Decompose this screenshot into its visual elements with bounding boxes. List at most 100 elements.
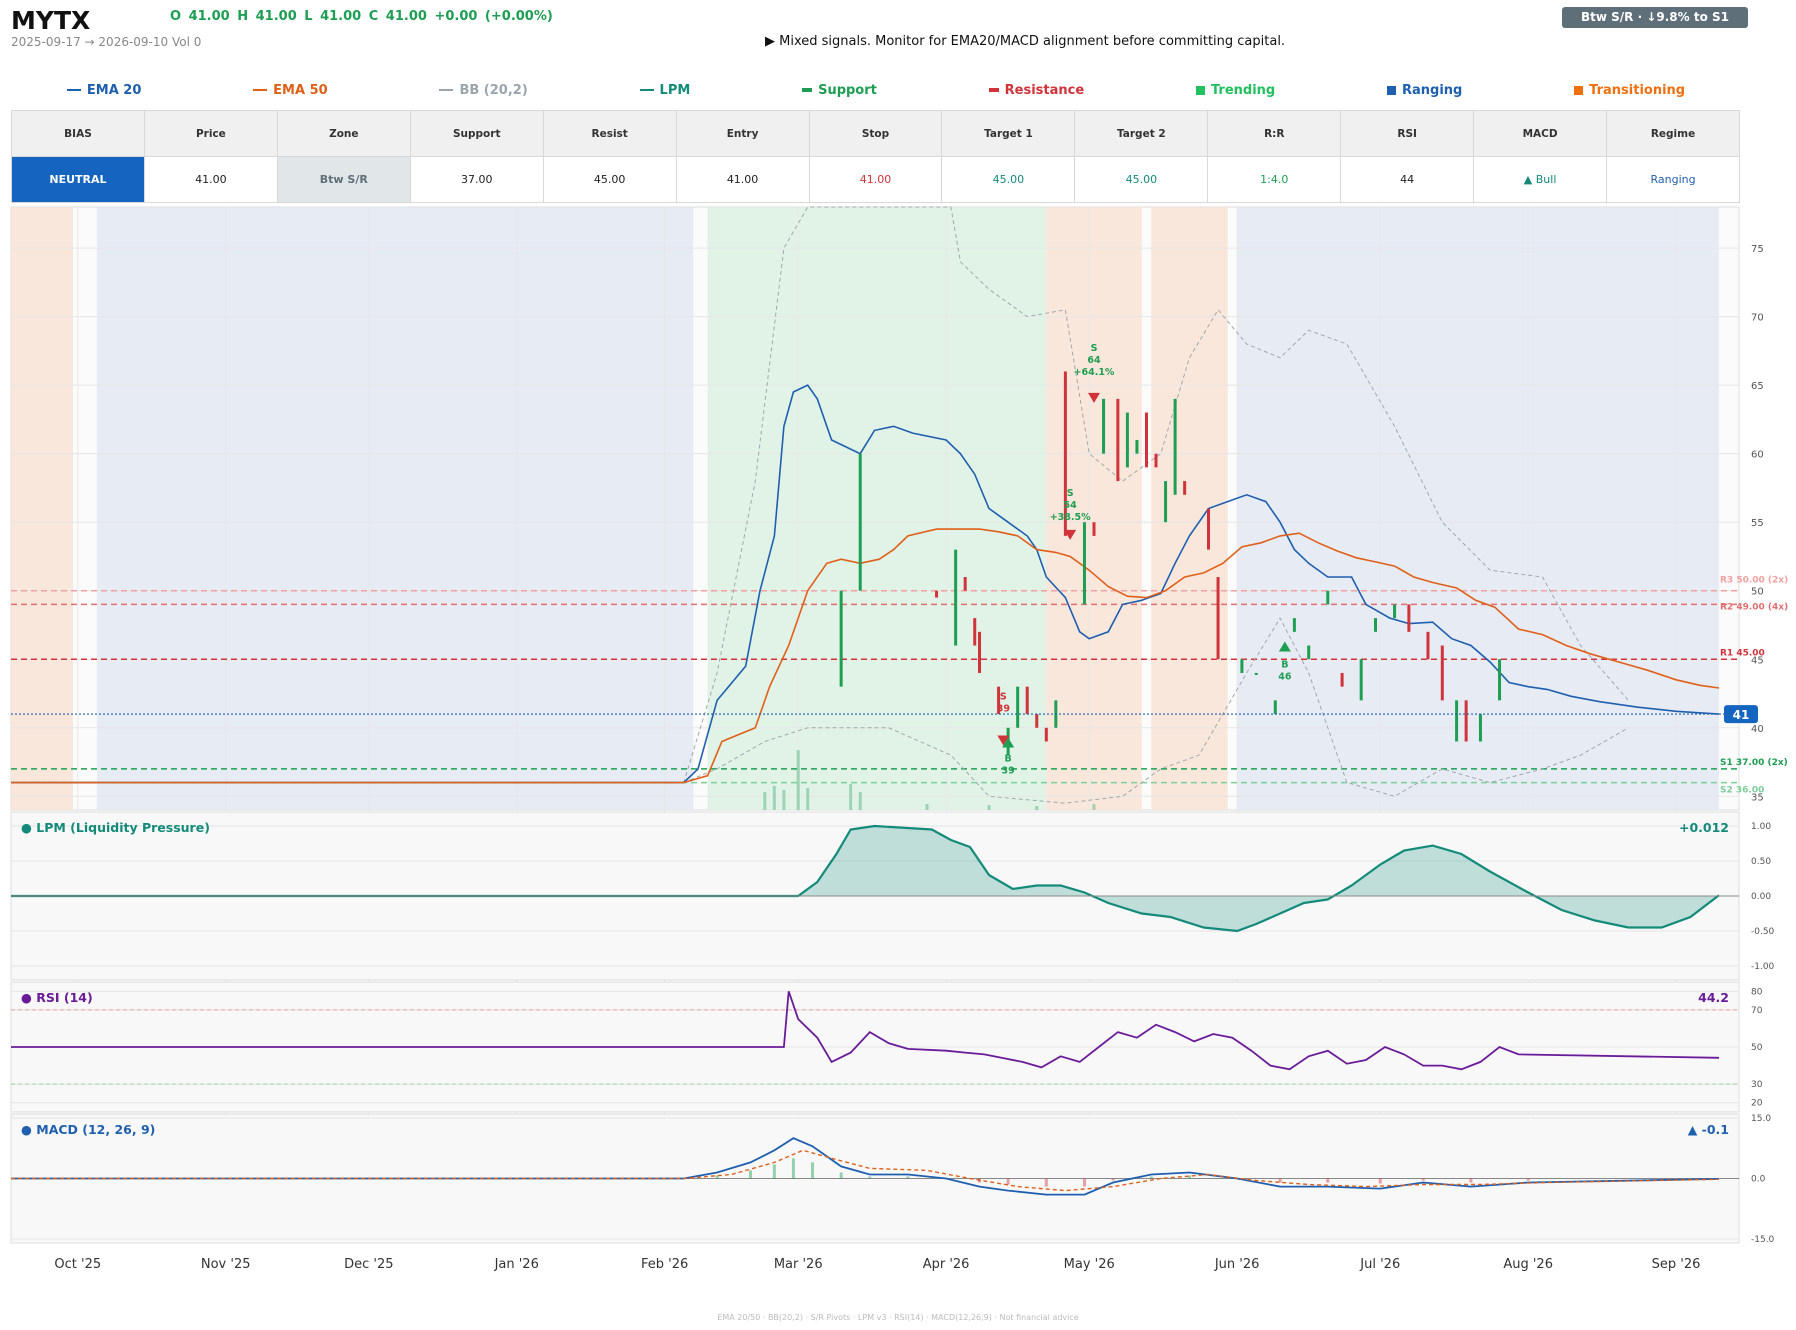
legend-label: LPM xyxy=(659,82,691,98)
table-header-cell: Zone xyxy=(276,110,411,157)
legend-item-resistance: Resistance xyxy=(988,83,1084,98)
macd-histogram-bar xyxy=(1082,1178,1086,1187)
regime-band xyxy=(11,207,74,810)
ema50-line xyxy=(11,528,1720,784)
x-tick-label: Jan '26 xyxy=(494,1257,539,1272)
x-tick-label: Nov '25 xyxy=(201,1257,251,1272)
price-candle xyxy=(1240,659,1244,673)
level-label: S1 37.00 (2x) xyxy=(1720,758,1788,768)
price-candle xyxy=(1183,481,1187,495)
legend-item-ema-50: EMA 50 xyxy=(253,83,328,98)
legend-item-trending: Trending xyxy=(1195,83,1275,98)
price-candle xyxy=(1393,604,1397,619)
volume-bar xyxy=(782,790,786,810)
table-value-cell: 41.00 xyxy=(675,156,810,203)
legend-item-bb-20-2: BB (20,2) xyxy=(439,82,528,98)
ema20-line xyxy=(11,384,1720,784)
x-tick-label: Feb '26 xyxy=(641,1257,688,1272)
zone-badge: Btw S/R · ↓9.8% to S1 xyxy=(1562,7,1748,28)
y-tick-label: -1.00 xyxy=(1751,962,1775,972)
price-candle xyxy=(973,618,977,646)
table-header-cell: BIAS xyxy=(11,110,145,157)
y-tick-label: 70 xyxy=(1751,313,1764,324)
macd-histogram-bar xyxy=(1469,1178,1473,1183)
legend-label: EMA 50 xyxy=(273,82,328,98)
y-tick-label: -15.0 xyxy=(1751,1235,1775,1245)
price-candle xyxy=(1035,714,1039,728)
y-tick-label: 0.00 xyxy=(1751,892,1771,902)
y-tick-label: 65 xyxy=(1751,381,1764,392)
x-tick-label: Jul '26 xyxy=(1359,1257,1400,1272)
table-value-cell: Ranging xyxy=(1606,156,1740,203)
x-tick-label: Jun '26 xyxy=(1214,1257,1260,1272)
price-candle xyxy=(1102,398,1106,454)
y-tick-label: 50 xyxy=(1751,1043,1763,1053)
y-tick-label: 75 xyxy=(1751,244,1764,255)
macd-line xyxy=(11,1137,1720,1196)
legend-label: Support xyxy=(818,82,877,98)
trade-marker-label: S xyxy=(1091,343,1098,354)
ticker-symbol: MYTX xyxy=(11,6,91,35)
panel-title: ● LPM (Liquidity Pressure) xyxy=(21,820,210,835)
macd-signal-line xyxy=(11,1149,1720,1192)
legend-swatch xyxy=(639,89,654,91)
regime-band xyxy=(96,207,694,810)
legend-label: BB (20,2) xyxy=(459,82,528,98)
panel-last-value: +0.012 xyxy=(1679,820,1729,835)
macd-histogram-bar xyxy=(1326,1178,1330,1183)
price-candle xyxy=(963,577,967,591)
table-header-cell: Price xyxy=(143,110,278,157)
macd-histogram-bar xyxy=(1006,1178,1010,1185)
price-candle xyxy=(997,686,1001,715)
buy-marker-icon xyxy=(1002,737,1015,748)
trade-marker-label: 54 xyxy=(1064,500,1078,511)
table-header-cell: Regime xyxy=(1606,110,1740,157)
legend-swatch xyxy=(1195,85,1205,95)
macd-histogram-bar xyxy=(811,1162,815,1179)
legend-swatch xyxy=(802,88,813,92)
price-candle xyxy=(1025,686,1029,715)
legend-swatch xyxy=(66,89,81,91)
sell-marker-icon xyxy=(997,735,1010,746)
trade-marker-label: +38.5% xyxy=(1050,512,1091,523)
volume-bar xyxy=(858,792,862,810)
regime-band xyxy=(1151,207,1228,810)
legend-item-transitioning: Transitioning xyxy=(1574,83,1685,98)
legend-item-ranging: Ranging xyxy=(1387,83,1462,98)
price-candle xyxy=(1426,631,1430,660)
macd-histogram-bar xyxy=(748,1170,752,1179)
price-candle xyxy=(1373,618,1377,632)
x-tick-label: Aug '26 xyxy=(1503,1257,1553,1272)
macd-histogram-bar xyxy=(906,1176,910,1179)
price-candle xyxy=(1154,453,1158,468)
macd-histogram-bar xyxy=(978,1178,982,1183)
current-price-badge xyxy=(1724,705,1758,724)
macd-histogram-bar xyxy=(868,1176,872,1179)
price-candle xyxy=(1464,700,1468,742)
macd-histogram-bar xyxy=(1149,1176,1153,1179)
level-label: R3 50.00 (2x) xyxy=(1720,576,1788,586)
volume-bar xyxy=(849,784,853,810)
legend-item-lpm: LPM xyxy=(639,82,691,98)
x-tick-label: Apr '26 xyxy=(923,1257,970,1272)
x-tick-label: Sep '26 xyxy=(1652,1257,1701,1272)
signal-message: ▶ Mixed signals. Monitor for EMA20/MACD … xyxy=(765,34,1286,49)
legend-label: Transitioning xyxy=(1589,82,1686,98)
summary-table-value-row: NEUTRAL 41.00 Btw S/R 37.00 45.00 41.00 41.00 4… xyxy=(11,156,1740,203)
table-value-cell: 41.00 xyxy=(808,156,943,203)
price-candle xyxy=(1044,727,1048,742)
table-value-cell: 45.00 xyxy=(542,156,677,203)
y-tick-label: 0.0 xyxy=(1751,1175,1766,1185)
legend-swatch xyxy=(439,89,454,91)
legend-label: EMA 20 xyxy=(86,82,142,98)
panel-last-value: 44.2 xyxy=(1698,990,1729,1005)
trade-marker-label: 46 xyxy=(1278,672,1292,683)
level-label: R1 45.00 xyxy=(1720,648,1765,658)
macd-histogram-bar xyxy=(1421,1178,1425,1181)
macd-histogram-bar xyxy=(772,1164,776,1179)
x-tick-label: Dec '25 xyxy=(344,1257,393,1272)
legend-swatch xyxy=(253,89,268,91)
table-header-cell: MACD xyxy=(1473,110,1608,157)
trade-marker-label: B xyxy=(1005,753,1012,764)
